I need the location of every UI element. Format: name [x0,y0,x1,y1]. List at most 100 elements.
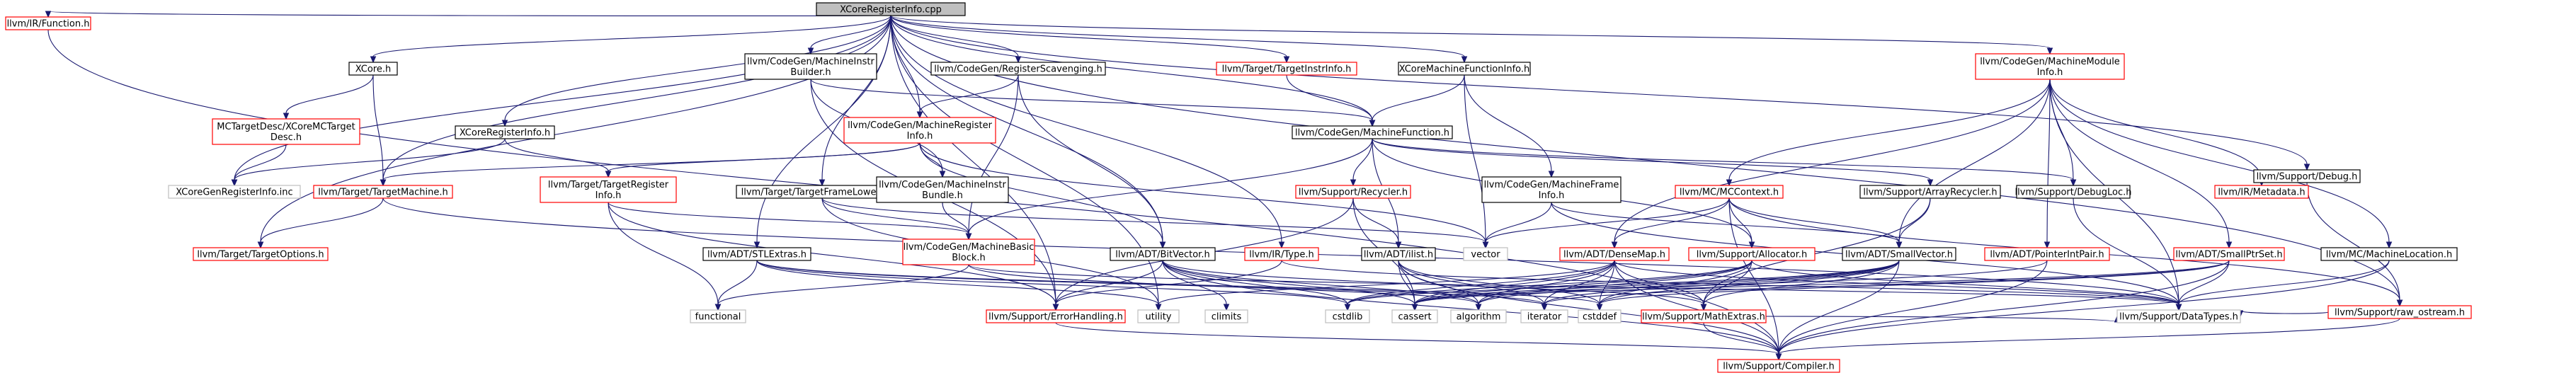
arrowhead-xcore_h-to-mctargetdesc [283,113,290,120]
edge-root-to-machinemodinfo [890,15,2051,49]
edge-xcoreregisterinfo_h-to-genreginfo [234,138,506,180]
edge-root-to-function_h [47,11,891,17]
arrowhead-machinereginfo-to-machineinstrbundle [939,171,946,178]
edge-mathextras-to-datatypes [1765,316,2118,323]
node-machinefunction[interactable]: llvm/CodeGen/MachineFunction.h [1292,125,1453,139]
node-xcore_h[interactable]: XCore.h [348,62,398,76]
node-function_h[interactable]: llvm/IR/Function.h [5,16,91,30]
node-xcoremfi[interactable]: XCoreMachineFunctionInfo.h [1398,62,1531,76]
node-pointerintpair[interactable]: llvm/ADT/PointerIntPair.h [1984,247,2110,261]
node-label-type_h: llvm/IR/Type.h [1249,250,1313,260]
edge-pointerintpair-to-cassert [1414,260,2048,305]
edge-root-to-mcinstrbuilder [810,15,891,49]
node-metadata[interactable]: llvm/IR/Metadata.h [2214,185,2309,199]
edge-root-to-stlextras [756,15,891,243]
node-box-cstddef [1578,309,1622,323]
edge-raw_ostream-to-compiler [1778,318,2400,355]
edge-root-to-targetmachine [382,15,891,180]
node-box-targetoptions [193,247,329,261]
edge-regscavenging-to-machinereginfo [919,74,1019,113]
node-box-recycler [1295,185,1411,199]
node-targetframelow[interactable]: llvm/Target/TargetFrameLowering.h [736,185,908,199]
node-box-cstdlib [1325,309,1370,323]
edge-smallvector-to-compiler [1778,260,1900,355]
edge-recycler-to-ilist [1352,197,1399,243]
edge-machinemodinfo-to-smallptrset [2049,79,2230,243]
node-errorhandling[interactable]: llvm/Support/ErrorHandling.h [986,309,1126,323]
node-label-mctargetdesc: Desc.h [270,132,302,143]
node-xcoreregisterinfo_h[interactable]: XCoreRegisterInfo.h [455,125,555,139]
edge-mcinstrbuilder-to-machinefunction [810,79,1373,121]
node-bitvector[interactable]: llvm/ADT/BitVector.h [1110,247,1216,261]
edge-densemap-to-cassert [1414,260,1615,305]
node-label-targetinstrinfo: llvm/Target/TargetInstrInfo.h [1222,64,1352,75]
node-targetoptions[interactable]: llvm/Target/TargetOptions.h [193,247,329,261]
node-climits: climits [1204,309,1248,323]
node-smallptrset[interactable]: llvm/ADT/SmallPtrSet.h [2173,247,2285,261]
node-label-compiler: llvm/Support/Compiler.h [1723,362,1834,372]
node-raw_ostream[interactable]: llvm/Support/raw_ostream.h [2327,305,2472,319]
node-box-targetinstrinfo [1216,62,1357,76]
edge-machinemodinfo-to-metadata [2049,79,2262,180]
edge-bitvector-to-cassert [1162,260,1415,305]
node-targetinstrinfo[interactable]: llvm/Target/TargetInstrInfo.h [1216,62,1357,76]
node-label-mcinstrbuilder: llvm/CodeGen/MachineInstr [747,57,874,67]
node-targetmachine[interactable]: llvm/Target/TargetMachine.h [313,185,453,199]
node-box-machineinstrbundle [876,176,1009,203]
edge-root-to-regscavenging [890,15,1019,57]
node-cassert: cassert [1391,309,1438,323]
node-label-regscavenging: llvm/CodeGen/RegisterScavenging.h [934,64,1102,75]
edge-smallvector-to-cstdlib [1347,260,1900,305]
node-mathextras[interactable]: llvm/Support/MathExtras.h [1641,309,1767,323]
node-machinelocation[interactable]: llvm/MC/MachineLocation.h [2320,247,2458,261]
node-label-vector: vector [1471,250,1500,260]
node-label-machinereginfo: Info.h [907,131,933,142]
edge-machinereginfo-to-vector [919,142,1486,243]
node-label-machinereginfo: llvm/CodeGen/MachineRegister [848,120,993,131]
edge-targetmachine-to-targetoptions [260,197,384,243]
node-recycler[interactable]: llvm/Support/Recycler.h [1295,185,1411,199]
node-mccontext[interactable]: llvm/MC/MCContext.h [1675,185,1784,199]
node-label-algorithm: algorithm [1457,312,1501,323]
node-debugloc[interactable]: llvm/Support/DebugLoc.h [2015,185,2132,199]
arrowhead-densemap-to-utility [1155,304,1162,311]
node-label-machinebasicblock: Block.h [952,253,986,263]
edge-mccontext-to-vector [1485,197,1730,243]
node-type_h[interactable]: llvm/IR/Type.h [1244,247,1319,261]
arrowhead-machinereginfo-to-targetmachine [380,179,387,187]
node-densemap[interactable]: llvm/ADT/DenseMap.h [1559,247,1670,261]
node-regscavenging[interactable]: llvm/CodeGen/RegisterScavenging.h [930,62,1106,76]
arrowhead-machinelocation-to-datatypes [2175,304,2182,311]
arrowhead-xcoremfi-to-machineframeinfo [1548,171,1555,178]
node-smallvector[interactable]: llvm/ADT/SmallVector.h [1842,247,1956,261]
node-arrayrecycler[interactable]: llvm/Support/ArrayRecycler.h [1859,185,2001,199]
node-debug_h[interactable]: llvm/Support/Debug.h [2253,169,2361,183]
arrowhead-root-to-mcinstrbuilder [807,47,814,55]
edge-mccontext-to-smallvector [1728,197,1900,243]
edge-root-to-bitvector [890,15,1163,243]
node-ilist[interactable]: llvm/ADT/ilist.h [1361,247,1436,261]
edge-targetregister-to-machinebasicblock [608,202,969,234]
node-compiler[interactable]: llvm/Support/Compiler.h [1717,359,1840,373]
edge-densemap-to-cstdlib [1347,260,1615,305]
arrowhead-machinemodinfo-to-machinelocation [2386,241,2393,249]
edge-root-to-xcoreregisterinfo_h [504,15,891,121]
arrowhead-root-to-function_h [45,11,52,18]
node-allocator[interactable]: llvm/Support/Allocator.h [1688,247,1816,261]
edge-xcore_h-to-mctargetdesc [285,74,374,114]
arrowhead-root-to-xcoremfi [1461,56,1468,64]
arrowhead-regscavenging-to-machinereginfo [916,111,923,119]
node-label-targetoptions: llvm/Target/TargetOptions.h [197,250,324,260]
edge-debug_h-to-raw_ostream [2306,182,2400,301]
edge-ilist-to-compiler [1398,260,1779,355]
node-stlextras[interactable]: llvm/ADT/STLExtras.h [702,247,811,261]
node-label-targetregister: llvm/Target/TargetRegister [548,180,669,190]
